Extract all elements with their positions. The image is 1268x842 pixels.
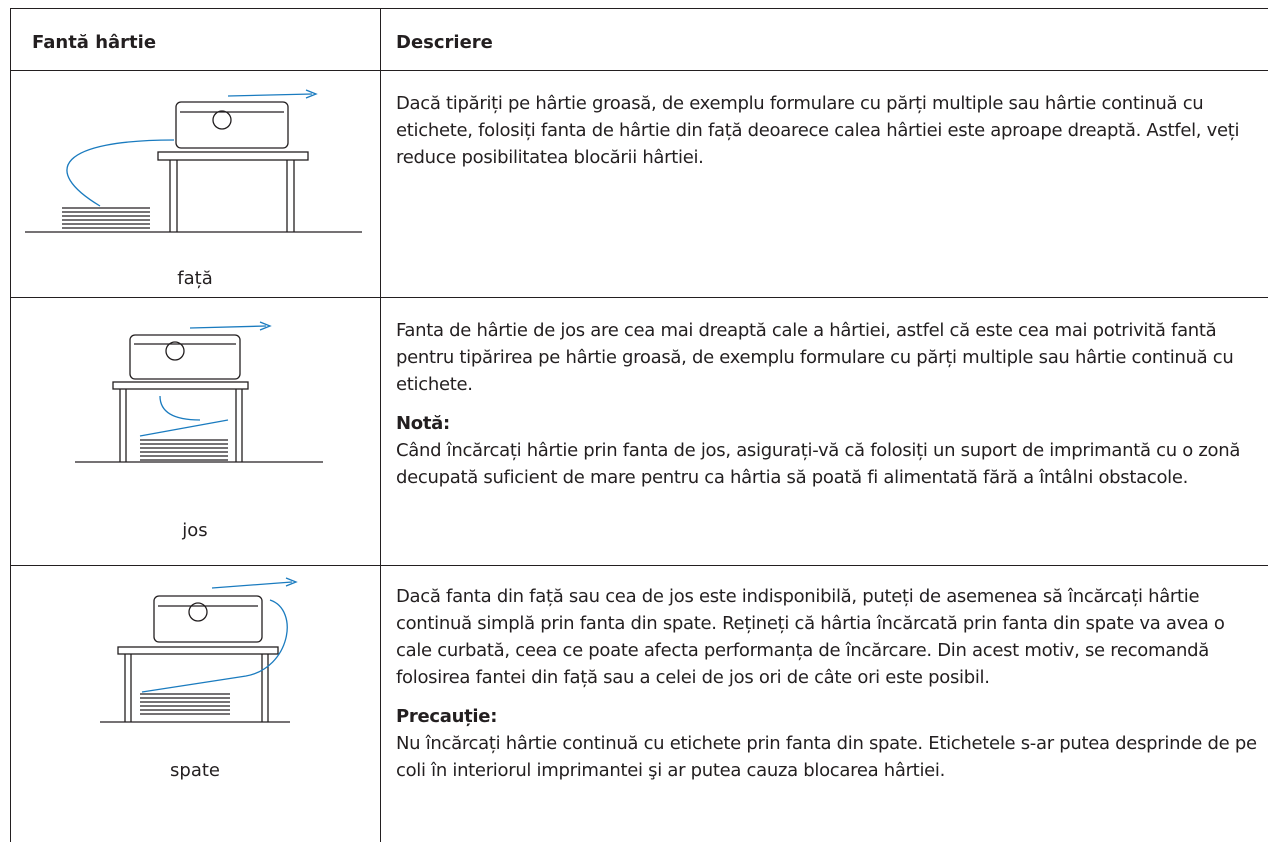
row-border bbox=[10, 297, 1268, 298]
description-cell: Dacă fanta din față sau cea de jos este … bbox=[396, 583, 1258, 784]
header-cell: Fantă hârtie bbox=[32, 32, 157, 53]
note-text: Nu încărcați hârtie continuă cu etichete… bbox=[396, 733, 1257, 781]
slot-label: față bbox=[177, 268, 213, 289]
table-top-border bbox=[10, 8, 1268, 9]
description-cell: Dacă tipăriți pe hârtie groasă, de exemp… bbox=[396, 90, 1258, 183]
header-border bbox=[10, 70, 1268, 71]
description: Dacă fanta din față sau cea de jos este … bbox=[396, 586, 1225, 688]
slot-label: spate bbox=[170, 760, 220, 781]
header-cell: Descriere bbox=[396, 32, 493, 53]
note-text: Când încărcați hârtie prin fanta de jos,… bbox=[396, 440, 1241, 488]
description: Dacă tipăriți pe hârtie groasă, de exemp… bbox=[396, 93, 1240, 168]
note-title: Precauție: bbox=[396, 706, 498, 727]
table-left-border bbox=[10, 8, 11, 842]
column-border bbox=[380, 8, 381, 842]
illustrations bbox=[25, 89, 362, 723]
row-border bbox=[10, 565, 1268, 566]
description: Fanta de hârtie de jos are cea mai dreap… bbox=[396, 320, 1234, 395]
note-title: Notă: bbox=[396, 413, 450, 434]
description-cell: Fanta de hârtie de jos are cea mai dreap… bbox=[396, 317, 1258, 491]
slot-label: jos bbox=[182, 520, 208, 541]
